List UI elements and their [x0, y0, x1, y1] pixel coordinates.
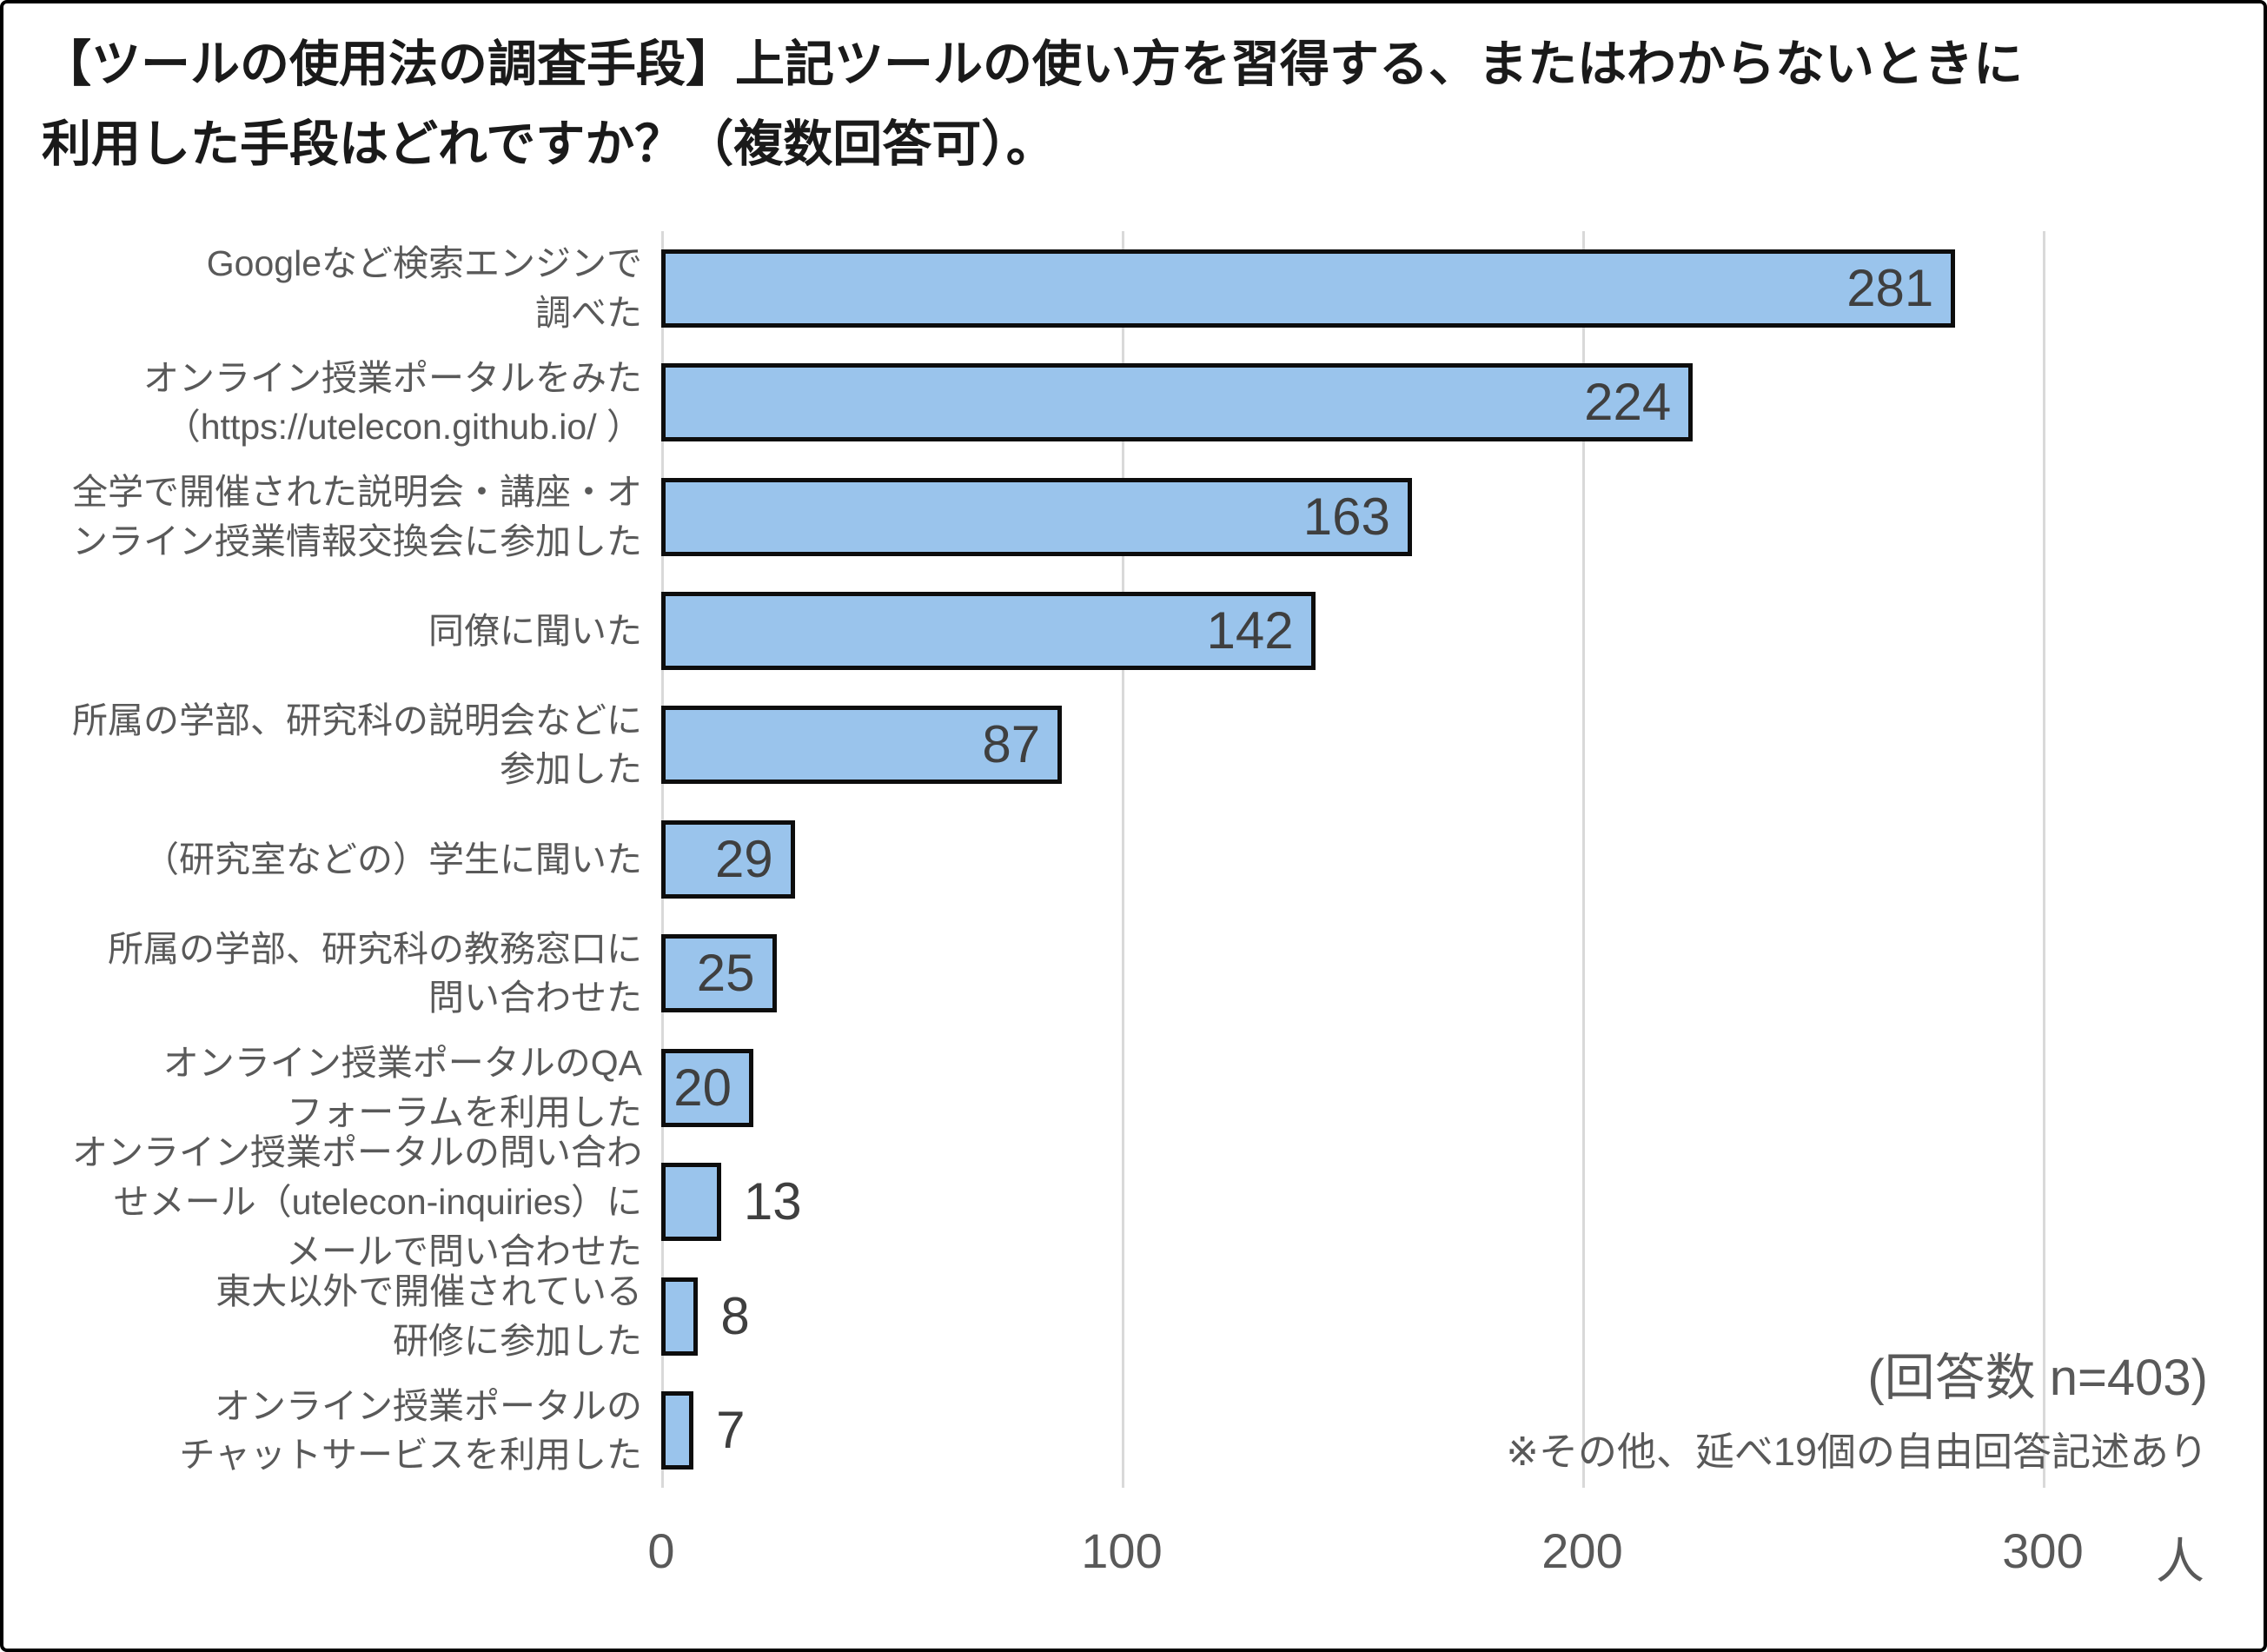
x-axis-tick-100: 100: [1081, 1523, 1163, 1578]
category-label: 所属の学部、研究科の説明会などに 参加した: [72, 700, 642, 790]
bar-row: 東大以外で開催されている 研修に参加した 8: [3, 1259, 2264, 1373]
chart-title-line-2: 利用した手段はどれですか？（複数回答可）。: [42, 116, 1056, 173]
bar-inquiry-mail: [661, 1163, 721, 1242]
category-label: 全学で開催された説明会・講座・オ ンライン授業情報交換会に参加した: [72, 472, 642, 561]
bar-google-search: 281: [661, 249, 1956, 328]
value-label: 281: [1846, 258, 1934, 317]
bar-external-training: [661, 1277, 699, 1356]
bar-online-class-portal: 224: [661, 363, 1694, 442]
bar-rows: Googleなど検索エンジンで 調べた 281 オンライン授業ポータルをみた （…: [3, 231, 2264, 1488]
value-label: 29: [714, 829, 773, 888]
bar-faculty-office: 25: [661, 934, 777, 1013]
gridline-300: [2043, 231, 2045, 1488]
category-label: （研究室などの）学生に聞いた: [143, 839, 642, 879]
bar-row: 全学で開催された説明会・講座・オ ンライン授業情報交換会に参加した 163: [3, 460, 2264, 574]
gridline-200: [1582, 231, 1585, 1488]
value-label: 163: [1303, 487, 1390, 546]
value-label: 224: [1584, 373, 1672, 432]
value-label: 7: [716, 1401, 746, 1460]
category-label: オンライン授業ポータルの問い合わ せメール（utelecon-inquiries…: [72, 1132, 642, 1271]
bar-asked-colleagues: 142: [661, 592, 1316, 671]
x-axis-unit-label: 人: [2156, 1534, 2204, 1589]
bar-row: オンライン授業ポータルの問い合わ せメール（utelecon-inquiries…: [3, 1132, 2264, 1271]
chart-title-line-1: 【ツールの使用法の調査手段】上記ツールの使い方を習得する、またはわからないときに: [42, 36, 2023, 92]
category-label: オンライン授業ポータルの チャットサービスを利用した: [179, 1385, 642, 1476]
value-label: 25: [696, 944, 755, 1003]
value-label: 8: [720, 1286, 750, 1345]
bar-row: オンライン授業ポータルのQA フォーラムを利用した 20: [3, 1031, 2264, 1144]
bar-row: （研究室などの）学生に聞いた 29: [3, 802, 2264, 916]
category-label: 所属の学部、研究科の教務窓口に 問い合わせた: [108, 928, 642, 1018]
bar-row: 同僚に聞いた 142: [3, 574, 2264, 687]
bar-qa-forum: 20: [661, 1048, 753, 1127]
value-label: 87: [982, 715, 1041, 774]
bar-row: 所属の学部、研究科の教務窓口に 問い合わせた 25: [3, 917, 2264, 1031]
bar-row: Googleなど検索エンジンで 調べた 281: [3, 231, 2264, 345]
sample-size-note: (回答数 n=403): [1867, 1350, 2208, 1406]
x-axis: 0 100 200 300 人: [3, 1523, 2264, 1592]
category-label: オンライン授業ポータルをみた （https://utelecon.github.…: [143, 357, 642, 448]
value-label: 142: [1206, 601, 1294, 660]
category-label: 東大以外で開催されている 研修に参加した: [215, 1271, 642, 1361]
value-label: 13: [743, 1172, 802, 1231]
x-axis-tick-0: 0: [647, 1523, 675, 1578]
bar-faculty-seminars: 87: [661, 706, 1063, 785]
bar-row: オンライン授業ポータルをみた （https://utelecon.github.…: [3, 345, 2264, 459]
gridline-100: [1122, 231, 1124, 1488]
value-label: 20: [673, 1058, 732, 1117]
bar-university-seminars: 163: [661, 477, 1412, 556]
x-axis-tick-300: 300: [2002, 1523, 2084, 1578]
category-label: Googleなど検索エンジンで 調べた: [206, 243, 642, 333]
chart-title: 【ツールの使用法の調査手段】上記ツールの使い方を習得する、またはわからないときに…: [42, 24, 2231, 185]
x-axis-tick-200: 200: [1541, 1523, 1623, 1578]
bar-asked-students: 29: [661, 819, 795, 899]
bar-row: 所属の学部、研究科の説明会などに 参加した 87: [3, 688, 2264, 802]
bar-chat-service: [661, 1391, 694, 1470]
category-label: 同僚に聞いた: [428, 610, 642, 651]
category-label: オンライン授業ポータルのQA フォーラムを利用した: [162, 1043, 642, 1132]
free-answer-note: ※その他、延べ19個の自由回答記述あり: [1506, 1430, 2208, 1474]
bar-row: オンライン授業ポータルの チャットサービスを利用した 7: [3, 1373, 2264, 1487]
